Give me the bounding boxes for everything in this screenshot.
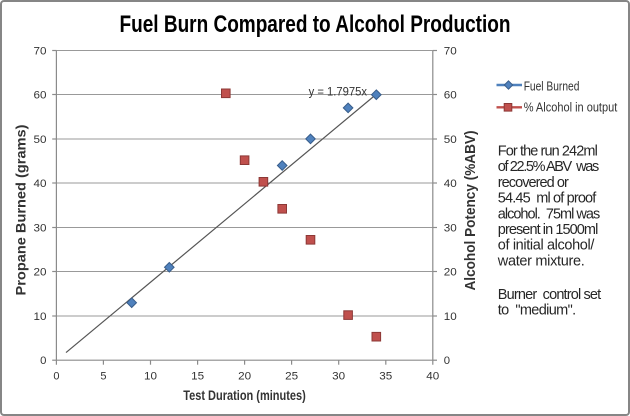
svg-text:70: 70 <box>34 45 47 57</box>
svg-text:10: 10 <box>144 371 157 383</box>
svg-text:Alcohol Potency (%ABV): Alcohol Potency (%ABV) <box>463 130 479 290</box>
svg-text:70: 70 <box>444 45 457 57</box>
svg-text:60: 60 <box>34 89 47 101</box>
svg-text:50: 50 <box>34 134 47 146</box>
svg-text:50: 50 <box>444 134 457 146</box>
svg-text:40: 40 <box>34 178 47 190</box>
svg-text:to "medium".: to "medium". <box>498 303 576 319</box>
svg-text:15: 15 <box>191 371 204 383</box>
svg-text:Fuel Burn Compared to Alcohol: Fuel Burn Compared to Alcohol Production <box>120 11 511 38</box>
svg-text:54.45 ml of proof: 54.45 ml of proof <box>498 191 597 207</box>
svg-text:30: 30 <box>444 222 457 234</box>
svg-text:water mixture.: water mixture. <box>497 253 585 269</box>
svg-text:0: 0 <box>40 355 46 367</box>
svg-text:10: 10 <box>34 311 47 323</box>
svg-text:20: 20 <box>34 266 47 278</box>
svg-text:60: 60 <box>444 89 457 101</box>
svg-text:of 22.5% ABV was: of 22.5% ABV was <box>498 159 599 175</box>
svg-text:of initial alcohol/: of initial alcohol/ <box>498 238 596 254</box>
svg-text:0: 0 <box>444 355 450 367</box>
svg-text:25: 25 <box>285 371 298 383</box>
svg-text:20: 20 <box>444 266 457 278</box>
svg-text:30: 30 <box>34 222 47 234</box>
svg-text:30: 30 <box>332 371 345 383</box>
svg-text:10: 10 <box>444 311 457 323</box>
svg-text:present in 1500ml: present in 1500ml <box>498 222 599 238</box>
svg-text:Propane Burned (grams): Propane Burned (grams) <box>13 125 29 296</box>
svg-text:alcohol. 75ml was: alcohol. 75ml was <box>498 206 600 222</box>
svg-text:For the run 242ml: For the run 242ml <box>498 144 598 160</box>
svg-text:40: 40 <box>426 371 439 383</box>
svg-text:y = 1.7975x: y = 1.7975x <box>309 84 367 98</box>
svg-text:recovered or: recovered or <box>498 175 569 191</box>
svg-text:40: 40 <box>444 178 457 190</box>
svg-text:Fuel Burned: Fuel Burned <box>524 78 580 93</box>
svg-text:35: 35 <box>379 371 392 383</box>
svg-text:20: 20 <box>238 371 251 383</box>
svg-text:0: 0 <box>53 371 59 383</box>
svg-text:5: 5 <box>100 371 106 383</box>
svg-text:% Alcohol in output: % Alcohol in output <box>524 100 618 115</box>
svg-text:Test Duration (minutes): Test Duration (minutes) <box>183 387 306 403</box>
svg-text:Burner control set: Burner control set <box>498 287 601 303</box>
